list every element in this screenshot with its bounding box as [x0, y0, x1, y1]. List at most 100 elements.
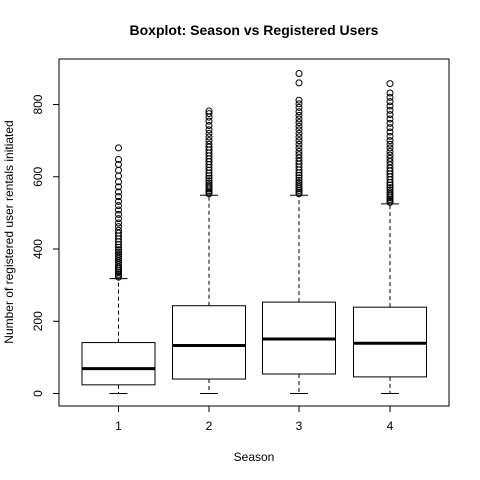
outlier-point	[386, 181, 394, 189]
box-group-3	[262, 69, 336, 394]
outlier-point	[386, 190, 394, 198]
outlier-point	[386, 106, 394, 114]
x-axis-label: Season	[234, 450, 275, 464]
outlier-point	[295, 174, 303, 182]
outlier-point	[386, 154, 394, 162]
outlier-point	[205, 179, 213, 187]
outlier-point	[295, 103, 303, 111]
outlier-point	[115, 223, 122, 231]
outlier-point	[386, 89, 394, 97]
outlier-point	[205, 177, 213, 185]
outlier-point	[115, 206, 122, 214]
outlier-point	[386, 196, 394, 204]
outlier-point	[115, 210, 122, 218]
y-tick-label: 800	[31, 94, 45, 114]
outlier-point	[205, 183, 213, 191]
outlier-point	[115, 155, 122, 163]
outlier-point	[115, 215, 122, 223]
outlier-point	[386, 80, 394, 88]
outlier-point	[205, 172, 213, 180]
outlier-point	[115, 246, 122, 254]
outlier-point	[386, 186, 394, 194]
outlier-point	[386, 115, 394, 123]
outlier-point	[386, 164, 394, 172]
outlier-point	[386, 144, 394, 152]
box-iqr	[172, 305, 246, 380]
outlier-point	[295, 129, 303, 137]
outlier-point	[205, 137, 213, 145]
outlier-point	[386, 151, 394, 159]
outlier-point	[115, 268, 122, 276]
outlier-point	[386, 124, 394, 132]
y-tick-label: 200	[31, 311, 45, 331]
outlier-point	[295, 140, 303, 148]
outlier-point	[386, 140, 394, 148]
outlier-point	[115, 248, 122, 256]
outlier-point	[386, 158, 394, 166]
boxes-layer	[81, 69, 427, 394]
outlier-point	[295, 119, 303, 127]
outlier-point	[115, 252, 122, 260]
outlier-point	[386, 161, 394, 169]
outlier-point	[386, 102, 394, 110]
outlier-point	[115, 257, 122, 265]
outlier-point	[115, 263, 122, 271]
outlier-point	[205, 181, 213, 189]
outlier-point	[295, 115, 303, 123]
outlier-point	[386, 128, 394, 136]
outlier-point	[386, 137, 394, 145]
outlier-point	[295, 179, 303, 187]
outlier-point	[205, 126, 213, 134]
box-group-1	[81, 144, 156, 394]
outlier-point	[295, 126, 303, 134]
x-tick-label: 1	[115, 419, 122, 433]
chart-title: Boxplot: Season vs Registered Users	[130, 22, 379, 38]
outlier-point	[295, 154, 303, 162]
outlier-point	[295, 151, 303, 159]
outlier-point	[386, 119, 394, 127]
outlier-point	[115, 243, 122, 251]
outlier-point	[295, 69, 303, 77]
outlier-point	[295, 133, 303, 141]
outlier-point	[295, 96, 303, 104]
y-axis: 0 200 400 600 800	[31, 94, 60, 397]
outlier-point	[115, 160, 122, 168]
outlier-point	[386, 184, 394, 192]
outlier-point	[205, 117, 213, 125]
x-axis: 1 2 3 4	[115, 405, 394, 433]
outlier-point	[205, 143, 213, 151]
outlier-point	[205, 129, 213, 137]
outlier-point	[115, 202, 122, 210]
outlier-point	[115, 219, 122, 227]
outlier-point	[295, 188, 303, 196]
outlier-point	[115, 259, 122, 267]
y-tick-label: 600	[31, 166, 45, 186]
outlier-point	[386, 93, 394, 101]
outlier-point	[115, 270, 122, 278]
outlier-point	[115, 197, 122, 205]
x-tick-label: 3	[296, 419, 303, 433]
outlier-point	[295, 100, 303, 108]
x-tick-label: 2	[206, 419, 213, 433]
outlier-point	[115, 188, 122, 196]
outlier-point	[295, 108, 303, 116]
outlier-point	[205, 121, 213, 129]
outlier-point	[295, 122, 303, 130]
outlier-point	[115, 183, 122, 191]
outlier-point	[295, 137, 303, 145]
outlier-point	[295, 171, 303, 179]
outlier-point	[295, 176, 303, 184]
outlier-point	[205, 133, 213, 141]
outlier-point	[115, 254, 122, 262]
outlier-point	[295, 147, 303, 155]
outlier-point	[295, 144, 303, 152]
outlier-point	[205, 140, 213, 148]
outlier-point	[115, 229, 122, 237]
outlier-point	[115, 193, 122, 201]
box-group-4	[353, 80, 427, 394]
outlier-point	[386, 98, 394, 106]
outlier-point	[205, 107, 213, 115]
y-axis-label: Number of registered user rentals initia…	[2, 120, 16, 343]
